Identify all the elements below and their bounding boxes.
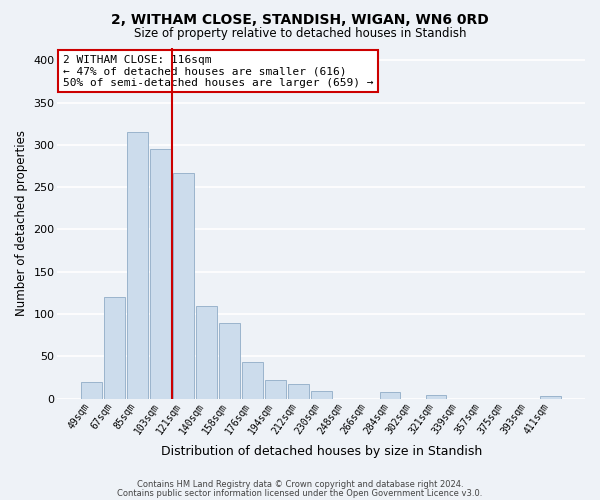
Bar xyxy=(380,392,400,399)
Bar xyxy=(242,362,263,399)
Bar xyxy=(425,394,446,399)
Bar xyxy=(311,391,332,399)
Bar xyxy=(104,297,125,399)
Text: 2, WITHAM CLOSE, STANDISH, WIGAN, WN6 0RD: 2, WITHAM CLOSE, STANDISH, WIGAN, WN6 0R… xyxy=(111,12,489,26)
Bar xyxy=(219,322,240,399)
Text: Contains public sector information licensed under the Open Government Licence v3: Contains public sector information licen… xyxy=(118,488,482,498)
Bar xyxy=(173,173,194,399)
Bar xyxy=(127,132,148,399)
Bar xyxy=(150,149,171,399)
Bar xyxy=(265,380,286,399)
Text: 2 WITHAM CLOSE: 116sqm
← 47% of detached houses are smaller (616)
50% of semi-de: 2 WITHAM CLOSE: 116sqm ← 47% of detached… xyxy=(63,54,373,88)
Text: Size of property relative to detached houses in Standish: Size of property relative to detached ho… xyxy=(134,28,466,40)
Bar xyxy=(196,306,217,399)
Y-axis label: Number of detached properties: Number of detached properties xyxy=(15,130,28,316)
Bar xyxy=(82,382,102,399)
Bar xyxy=(541,396,561,399)
Text: Contains HM Land Registry data © Crown copyright and database right 2024.: Contains HM Land Registry data © Crown c… xyxy=(137,480,463,489)
Bar xyxy=(288,384,308,399)
X-axis label: Distribution of detached houses by size in Standish: Distribution of detached houses by size … xyxy=(161,444,482,458)
